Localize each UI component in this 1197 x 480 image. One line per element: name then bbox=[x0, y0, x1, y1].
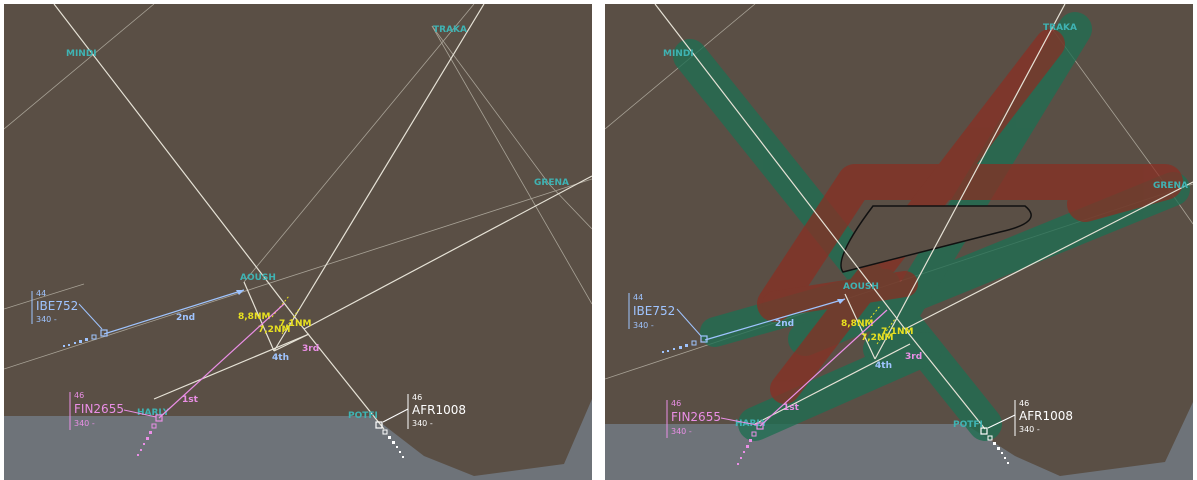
order-label-2nd: 2nd bbox=[775, 319, 794, 329]
radar-panel-right[interactable]: 8,8NM 7,1NM 7,2NM MINDI TRAKA GRENA AOUS… bbox=[605, 4, 1193, 480]
fin2655-callsign[interactable]: FIN2655 bbox=[74, 402, 124, 416]
fin2655-vector bbox=[759, 309, 888, 427]
waypoint-traka[interactable]: TRAKA bbox=[433, 25, 467, 35]
fin2655-tag-top: 46 bbox=[74, 391, 84, 400]
route-link bbox=[273, 333, 310, 352]
order-label-1st: 1st bbox=[783, 403, 800, 413]
order-label-1st: 1st bbox=[182, 395, 199, 405]
flight-routes bbox=[53, 4, 592, 430]
fin2655-tag-top: 46 bbox=[671, 399, 681, 408]
conflict-zone-hole bbox=[840, 205, 1032, 273]
ibe752-heading-arrow bbox=[837, 299, 845, 304]
aircraft-position-icon[interactable] bbox=[756, 422, 764, 430]
ibe752-tag-top: 44 bbox=[633, 293, 643, 302]
route-to-traka bbox=[273, 4, 485, 352]
radar-panel-left[interactable]: 8,8NM 7,1NM 7,2NM MINDI TRAKA GRENA AOUS… bbox=[4, 4, 592, 480]
route-harly-aoush bbox=[754, 343, 911, 425]
distance-label-1: 8,8NM bbox=[841, 319, 873, 329]
afr1008-tag-bottom: 340 - bbox=[1019, 425, 1040, 434]
ibe752-tag-bottom: 340 - bbox=[36, 315, 57, 324]
order-label-2nd: 2nd bbox=[176, 313, 195, 323]
order-label-4th: 4th bbox=[272, 353, 289, 363]
waypoint-grena[interactable]: GRENA bbox=[534, 178, 569, 188]
ibe752-vector bbox=[704, 298, 846, 341]
waypoint-mindi[interactable]: MINDI bbox=[663, 49, 694, 59]
afr1008-route-end bbox=[904, 328, 986, 430]
radar-background bbox=[4, 4, 592, 480]
afr1008-tag-top: 46 bbox=[1019, 399, 1029, 408]
fin2655-tag-bottom: 340 - bbox=[74, 419, 95, 428]
aircraft-position-icon[interactable] bbox=[155, 414, 163, 422]
ibe752-vector bbox=[103, 289, 245, 335]
route-to-traka bbox=[874, 4, 1066, 360]
waypoint-aoush[interactable]: AOUSH bbox=[240, 273, 276, 283]
ibe752-callsign[interactable]: IBE752 bbox=[36, 299, 78, 313]
track-history-icon bbox=[382, 429, 404, 458]
distance-label-2: 7,1NM bbox=[881, 327, 913, 337]
aircraft-position-icon[interactable] bbox=[375, 421, 383, 429]
route-to-grena bbox=[904, 181, 1193, 330]
afr1008-callsign[interactable]: AFR1008 bbox=[1019, 409, 1073, 423]
aircraft-position-icon[interactable] bbox=[700, 335, 708, 343]
distance-markers: 8,8NM 7,1NM 7,2NM bbox=[841, 305, 913, 345]
afr1008-route bbox=[53, 4, 305, 330]
afr1008-route bbox=[654, 4, 906, 330]
aircraft-fin2655[interactable]: 46 FIN2655 340 - 1st 3rd bbox=[69, 303, 319, 456]
aircraft-afr1008[interactable]: 46 AFR1008 340 - bbox=[980, 399, 1073, 464]
distance-label-1: 8,8NM bbox=[238, 312, 270, 322]
track-history-icon bbox=[987, 435, 1009, 464]
route-harly-aoush bbox=[153, 333, 310, 400]
distance-label-3: 7,2NM bbox=[258, 325, 290, 335]
aircraft-afr1008[interactable]: 46 AFR1008 340 - bbox=[375, 393, 466, 458]
track-history-icon bbox=[662, 340, 697, 353]
track-history-icon bbox=[137, 423, 157, 456]
waypoint-harly[interactable]: HARLY bbox=[137, 408, 170, 418]
airway-lines bbox=[4, 4, 592, 370]
order-label-4th: 4th bbox=[875, 361, 892, 371]
aircraft-position-icon[interactable] bbox=[100, 329, 108, 337]
fin2655-vector bbox=[158, 303, 285, 419]
afr1008-tag-top: 46 bbox=[412, 393, 422, 402]
order-label-3rd: 3rd bbox=[302, 344, 319, 354]
ground-area bbox=[4, 399, 592, 480]
ibe752-tag-top: 44 bbox=[36, 289, 46, 298]
aircraft-fin2655[interactable]: 46 FIN2655 340 - 1st 3rd bbox=[666, 309, 922, 465]
distance-label-3: 7,2NM bbox=[861, 333, 893, 343]
aircraft-position-icon[interactable] bbox=[980, 427, 988, 435]
aircraft-ibe752[interactable]: 44 IBE752 340 - 2nd 4th bbox=[628, 293, 892, 371]
order-label-3rd: 3rd bbox=[905, 352, 922, 362]
route-aoush-south bbox=[844, 293, 876, 360]
track-history-icon bbox=[63, 334, 97, 347]
ibe752-heading-arrow bbox=[236, 290, 244, 295]
radar-scope-right[interactable]: 8,8NM 7,1NM 7,2NM MINDI TRAKA GRENA AOUS… bbox=[605, 4, 1193, 480]
waypoint-mindi[interactable]: MINDI bbox=[66, 49, 97, 59]
ibe752-tag-bottom: 340 - bbox=[633, 321, 654, 330]
fin2655-tag-bottom: 340 - bbox=[671, 427, 692, 436]
waypoint-grena[interactable]: GRENA bbox=[1153, 181, 1188, 191]
route-to-grena bbox=[303, 175, 592, 330]
ground-area bbox=[605, 402, 1193, 480]
waypoint-aoush[interactable]: AOUSH bbox=[843, 282, 879, 292]
distance-label-2: 7,1NM bbox=[279, 319, 311, 329]
ibe752-callsign[interactable]: IBE752 bbox=[633, 304, 675, 318]
afr1008-route-end bbox=[303, 328, 385, 430]
waypoint-traka[interactable]: TRAKA bbox=[1043, 23, 1077, 33]
flight-routes bbox=[654, 4, 1193, 430]
waypoint-potfi[interactable]: POTFI bbox=[953, 420, 983, 430]
fin2655-callsign[interactable]: FIN2655 bbox=[671, 410, 721, 424]
track-history-icon bbox=[737, 431, 757, 465]
aircraft-ibe752[interactable]: 44 IBE752 340 - 2nd 4th bbox=[31, 289, 289, 363]
route-aoush-south bbox=[243, 281, 275, 352]
afr1008-callsign[interactable]: AFR1008 bbox=[412, 403, 466, 417]
afr1008-tag-bottom: 340 - bbox=[412, 419, 433, 428]
radar-scope-left[interactable]: 8,8NM 7,1NM 7,2NM MINDI TRAKA GRENA AOUS… bbox=[4, 4, 592, 480]
waypoint-potfi[interactable]: POTFI bbox=[348, 411, 378, 421]
